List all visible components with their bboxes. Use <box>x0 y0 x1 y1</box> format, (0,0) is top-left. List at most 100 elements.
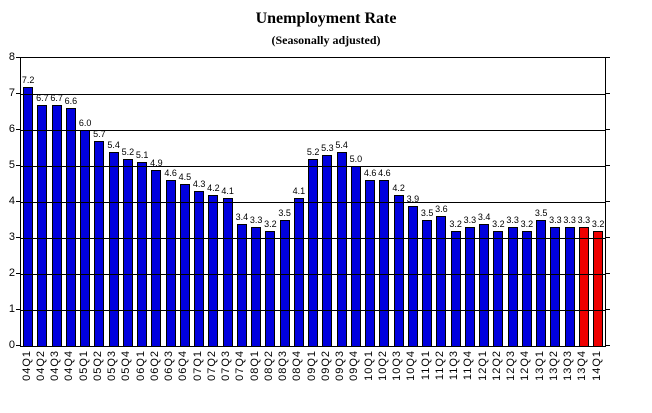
bar-value-label: 3.2 <box>591 218 605 229</box>
axis-tick <box>606 273 610 274</box>
x-tick-label: 10Q3 <box>391 350 404 381</box>
bar-value-label: 3.5 <box>278 208 291 218</box>
bar-band: 5.4 <box>107 58 121 346</box>
bar-value-label: 3.2 <box>449 218 462 229</box>
bar <box>122 158 133 346</box>
bar <box>322 155 333 346</box>
x-tick-cell: 04Q4 <box>63 350 77 381</box>
x-tick-cell: 10Q2 <box>376 350 390 381</box>
bar-band: 4.6 <box>363 58 377 346</box>
bar-band: 3.2 <box>520 58 534 346</box>
x-tick-label: 04Q3 <box>49 350 62 381</box>
x-tick-label: 06Q4 <box>177 350 190 381</box>
x-tick-cell: 10Q1 <box>362 350 376 381</box>
axis-tick <box>16 345 20 346</box>
x-tick-label: 10Q4 <box>405 350 418 381</box>
bar-value-label: 4.6 <box>378 168 391 179</box>
x-tick-label: 07Q3 <box>220 350 233 381</box>
x-tick-cell: 05Q2 <box>91 350 105 381</box>
x-axis-labels: 04Q1 04Q2 04Q3 04Q4 05Q1 05Q2 05Q3 05Q4 06Q1 06Q2… <box>20 350 604 381</box>
x-tick-cell: 13Q3 <box>562 350 576 381</box>
gridline <box>21 202 605 203</box>
bar <box>65 108 76 346</box>
x-tick-cell: 05Q3 <box>106 350 120 381</box>
bar-value-label: 6.7 <box>36 92 49 103</box>
bar <box>393 194 404 346</box>
x-tick-label: 10Q2 <box>376 350 389 381</box>
x-tick-label: 04Q4 <box>63 350 76 381</box>
x-tick-label: 09Q3 <box>334 350 347 381</box>
bar-band: 3.6 <box>434 58 448 346</box>
axis-tick <box>16 165 20 166</box>
y-tick-label: 8 <box>8 51 15 63</box>
x-tick-cell: 11Q4 <box>462 350 476 381</box>
bar <box>23 86 34 346</box>
x-tick-label: 08Q3 <box>277 350 290 381</box>
bar-value-label: 4.6 <box>363 168 377 179</box>
bar-value-label: 5.2 <box>121 146 135 157</box>
bar-value-label: 5.7 <box>93 128 106 139</box>
bar-band: 6.7 <box>35 58 49 346</box>
x-tick-label: 07Q2 <box>205 350 218 381</box>
x-tick-label: 06Q1 <box>134 350 147 381</box>
bar-value-label: 5.0 <box>349 154 363 164</box>
x-tick-label: 07Q4 <box>234 350 247 381</box>
axis-tick <box>16 273 20 274</box>
x-tick-label: 09Q2 <box>319 350 332 381</box>
x-tick-cell: 10Q3 <box>391 350 405 381</box>
bar-band: 3.2 <box>491 58 505 346</box>
axis-tick <box>606 345 610 346</box>
x-tick-label: 12Q2 <box>490 350 503 381</box>
x-tick-cell: 08Q1 <box>248 350 262 381</box>
x-tick-label: 12Q4 <box>519 350 532 381</box>
bar-value-label: 4.5 <box>178 172 192 182</box>
x-tick-label: 13Q1 <box>533 350 546 381</box>
bar-band: 3.4 <box>235 58 249 346</box>
bar <box>493 230 504 346</box>
bar <box>37 104 48 346</box>
bar <box>450 230 461 346</box>
x-tick-cell: 06Q4 <box>177 350 191 381</box>
bar-value-label: 3.3 <box>577 215 591 226</box>
bar <box>422 220 433 346</box>
bar <box>179 184 190 346</box>
bar <box>578 227 589 346</box>
x-tick-label: 08Q4 <box>291 350 304 381</box>
bar-band: 3.5 <box>534 58 548 346</box>
y-tick-label: 5 <box>8 159 15 171</box>
bar-value-label: 5.4 <box>107 139 120 150</box>
y-tick-label: 4 <box>8 195 15 207</box>
gridline <box>21 166 605 167</box>
bar-band: 5.4 <box>335 58 349 346</box>
bar-value-label: 7.2 <box>21 74 35 85</box>
axis-tick <box>606 201 610 202</box>
bar-value-label: 6.7 <box>50 92 63 103</box>
x-tick-label: 13Q3 <box>562 350 575 381</box>
bar-band: 3.2 <box>263 58 277 346</box>
bar-band: 5.1 <box>135 58 149 346</box>
bar-value-label: 3.5 <box>420 208 434 218</box>
bar-value-label: 3.3 <box>506 215 519 226</box>
bar <box>208 194 219 346</box>
y-tick-label: 6 <box>8 123 15 135</box>
x-tick-label: 06Q3 <box>163 350 176 381</box>
x-tick-label: 05Q1 <box>77 350 90 381</box>
bar-value-label: 4.2 <box>207 182 220 193</box>
bar <box>236 223 247 346</box>
bar-band: 3.4 <box>477 58 491 346</box>
bar-band: 4.6 <box>164 58 178 346</box>
bar <box>536 220 547 346</box>
bar-value-label: 4.2 <box>392 182 405 193</box>
bar <box>593 230 604 346</box>
x-tick-cell: 07Q1 <box>191 350 205 381</box>
gridline <box>21 94 605 95</box>
x-tick-cell: 09Q4 <box>348 350 362 381</box>
bar-value-label: 5.3 <box>321 143 334 154</box>
x-tick-label: 11Q2 <box>433 350 446 381</box>
gridline <box>21 274 605 275</box>
bar <box>137 162 148 346</box>
x-tick-cell: 05Q1 <box>77 350 91 381</box>
x-tick-cell: 12Q3 <box>505 350 519 381</box>
bar-value-label: 3.4 <box>235 211 249 222</box>
